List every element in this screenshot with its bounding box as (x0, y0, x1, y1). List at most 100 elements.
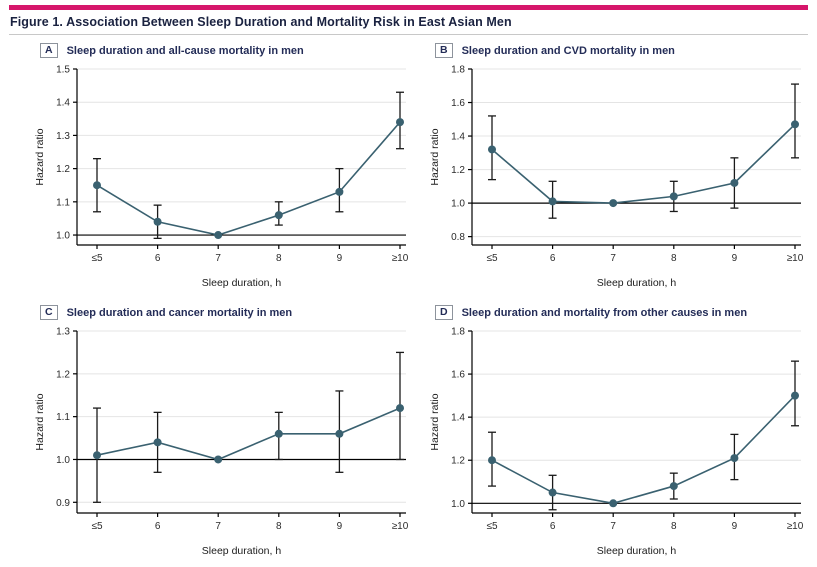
svg-text:Hazard ratio: Hazard ratio (34, 393, 46, 450)
data-point (609, 199, 618, 208)
svg-text:9: 9 (337, 521, 343, 532)
data-point (791, 391, 799, 400)
svg-text:6: 6 (550, 521, 556, 532)
svg-text:1.0: 1.0 (56, 455, 70, 466)
svg-text:1.5: 1.5 (56, 65, 70, 76)
series-line (96, 121, 401, 236)
svg-text:≥10: ≥10 (392, 253, 409, 264)
data-point (548, 488, 557, 497)
panel-c-title: Sleep duration and cancer mortality in m… (66, 306, 293, 319)
svg-text:1.2: 1.2 (56, 369, 70, 380)
svg-text:1.3: 1.3 (56, 327, 70, 338)
panel-a-title: Sleep duration and all-cause mortality i… (66, 44, 304, 57)
svg-text:1.8: 1.8 (451, 327, 465, 338)
figure-title: Figure 1. Association Between Sleep Dura… (10, 15, 512, 29)
panel-c-header: C Sleep duration and cancer mortality in… (40, 305, 416, 320)
svg-text:≥10: ≥10 (392, 521, 409, 532)
data-point (214, 455, 223, 464)
panel-b: B Sleep duration and CVD mortality in me… (426, 43, 808, 291)
panel-d-letter-badge: D (435, 305, 453, 320)
data-point (488, 456, 496, 465)
series-line (491, 395, 796, 505)
axes: 1.0 1.1 1.2 1.3 1.4 1.5 ≤5 6 7 8 9 ≥10 Sleep duratio… (34, 65, 409, 290)
svg-text:1.2: 1.2 (56, 164, 70, 175)
panel-d-title: Sleep duration and mortality from other … (461, 306, 748, 319)
svg-text:8: 8 (671, 253, 677, 264)
panel-b-header: B Sleep duration and CVD mortality in me… (435, 43, 808, 58)
panel-a: A Sleep duration and all-cause mortality… (31, 43, 416, 291)
data-point (730, 178, 739, 187)
panel-c-letter-badge: C (40, 305, 58, 320)
data-point (93, 451, 101, 460)
svg-text:8: 8 (671, 521, 677, 532)
svg-text:1.2: 1.2 (451, 165, 465, 176)
gridlines (472, 330, 801, 461)
svg-text:1.4: 1.4 (56, 98, 70, 109)
data-point (609, 499, 618, 508)
data-point (548, 197, 557, 206)
svg-text:Sleep duration, h: Sleep duration, h (597, 277, 677, 289)
data-point (214, 231, 223, 240)
data-point (335, 187, 344, 196)
panel-b-title: Sleep duration and CVD mortality in men (461, 44, 675, 57)
svg-text:Sleep duration, h: Sleep duration, h (202, 545, 282, 557)
data-point (335, 429, 344, 438)
gridlines (472, 68, 801, 238)
data-point (669, 192, 678, 201)
title-divider (9, 34, 808, 35)
panel-a-chart: 1.0 1.1 1.2 1.3 1.4 1.5 ≤5 6 7 8 9 ≥10 Sleep duratio… (34, 65, 409, 290)
svg-text:6: 6 (550, 253, 556, 264)
data-point (153, 217, 162, 226)
svg-text:1.8: 1.8 (451, 65, 465, 76)
data-point (669, 482, 678, 491)
figure-accent-bar (9, 5, 808, 10)
svg-text:1.6: 1.6 (451, 98, 465, 109)
svg-text:9: 9 (732, 253, 738, 264)
series-hazard-ratio (488, 83, 799, 219)
data-point (396, 404, 404, 413)
svg-text:1.2: 1.2 (451, 456, 465, 467)
svg-text:7: 7 (610, 253, 616, 264)
gridlines (77, 330, 406, 503)
panel-a-header: A Sleep duration and all-cause mortality… (40, 43, 416, 58)
panel-b-chart: 0.8 1.0 1.2 1.4 1.6 1.8 ≤5 6 7 8 9 ≥10 Sleep duratio… (429, 65, 804, 290)
svg-text:≤5: ≤5 (91, 253, 102, 264)
svg-text:1.1: 1.1 (56, 197, 70, 208)
svg-text:1.6: 1.6 (451, 370, 465, 381)
axes: 0.8 1.0 1.2 1.4 1.6 1.8 ≤5 6 7 8 9 ≥10 Sleep duratio… (429, 65, 804, 290)
data-point (93, 181, 101, 190)
data-point (274, 211, 283, 220)
svg-text:≤5: ≤5 (91, 521, 102, 532)
panel-d: D Sleep duration and mortality from othe… (426, 305, 808, 559)
data-point (791, 120, 799, 129)
svg-text:1.4: 1.4 (451, 413, 465, 424)
svg-text:1.0: 1.0 (56, 231, 70, 242)
data-point (730, 454, 739, 463)
svg-text:1.3: 1.3 (56, 131, 70, 142)
svg-text:8: 8 (276, 253, 282, 264)
svg-text:0.8: 0.8 (451, 232, 465, 243)
svg-text:7: 7 (215, 253, 221, 264)
data-point (488, 145, 496, 154)
data-point (396, 118, 404, 127)
series-hazard-ratio (93, 91, 404, 240)
svg-text:1.1: 1.1 (56, 412, 70, 423)
svg-text:0.9: 0.9 (56, 498, 70, 509)
svg-text:6: 6 (155, 521, 161, 532)
svg-text:9: 9 (337, 253, 343, 264)
svg-text:Hazard ratio: Hazard ratio (429, 393, 441, 450)
svg-text:Hazard ratio: Hazard ratio (429, 128, 441, 185)
panel-c-chart: 0.9 1.0 1.1 1.2 1.3 ≤5 6 7 8 9 ≥10 Sleep duration, … (34, 327, 409, 558)
svg-text:Sleep duration, h: Sleep duration, h (202, 277, 282, 289)
series-hazard-ratio (93, 351, 404, 503)
panel-d-header: D Sleep duration and mortality from othe… (435, 305, 808, 320)
svg-text:1.0: 1.0 (451, 499, 465, 510)
svg-text:≤5: ≤5 (486, 521, 497, 532)
svg-text:9: 9 (732, 521, 738, 532)
panel-a-letter-badge: A (40, 43, 58, 58)
svg-text:1.0: 1.0 (451, 199, 465, 210)
gridlines (77, 68, 406, 203)
svg-text:1.4: 1.4 (451, 132, 465, 143)
axes: 0.9 1.0 1.1 1.2 1.3 ≤5 6 7 8 9 ≥10 Sleep duration, … (34, 327, 409, 558)
